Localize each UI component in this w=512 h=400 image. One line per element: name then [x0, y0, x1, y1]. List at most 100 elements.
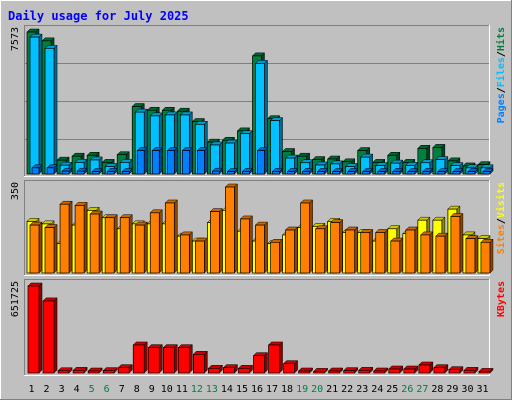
bar-sites-day-5: [89, 210, 103, 274]
bar-sites-day-24: [375, 228, 389, 274]
bar-sites-day-15: [239, 215, 254, 274]
bar-pages-day-2: [46, 164, 58, 175]
x-tick-label-day-4: 4: [74, 384, 80, 395]
bar-pages-day-13: [211, 167, 223, 175]
bar-sites-day-26: [405, 226, 419, 274]
bar-pages-day-17: [271, 167, 284, 175]
bar-kbytes-day-16: [252, 352, 269, 374]
bar-kbytes-day-6: [102, 366, 118, 374]
x-tick-label-day-12: 12: [191, 384, 203, 395]
legend-entry-pages: Pages: [496, 93, 507, 123]
x-tick-label-day-3: 3: [59, 384, 65, 395]
bar-pages-day-11: [181, 146, 193, 175]
bar-sites-day-27: [420, 231, 434, 274]
bar-kbytes-day-5: [87, 367, 103, 374]
bar-pages-day-30: [467, 167, 479, 175]
legend-entry-files: Files: [495, 57, 507, 87]
chart-title: Daily usage for July 2025: [8, 9, 189, 23]
axis-max-label-hits-files-pages: 7573: [10, 27, 21, 51]
bar-kbytes-day-8: [132, 341, 148, 374]
bar-pages-day-31: [482, 167, 494, 175]
x-tick-label-day-2: 2: [44, 384, 50, 395]
bar-pages-day-12: [196, 146, 208, 175]
bar-sites-day-2: [44, 223, 58, 274]
bar-kbytes-day-3: [57, 367, 73, 374]
axis-max-label-kbytes: 651725: [10, 281, 21, 317]
x-tick-label-day-5: 5: [89, 384, 95, 395]
bar-kbytes-day-20: [313, 367, 329, 374]
legend-visits-sites: Sites/Visits: [495, 182, 507, 254]
x-tick-label-day-27: 27: [416, 384, 428, 395]
bar-pages-day-29: [452, 167, 464, 175]
bar-sites-day-18: [284, 226, 299, 274]
legend-hits-files-pages: Pages/Files/Hits: [495, 27, 507, 123]
legend-entry-sites: Sites: [495, 224, 507, 254]
x-tick-label-day-21: 21: [326, 384, 338, 395]
bar-kbytes-day-17: [267, 341, 284, 374]
bar-sites-day-28: [435, 232, 449, 274]
x-tick-label-day-26: 26: [401, 384, 413, 395]
x-tick-label-day-8: 8: [134, 384, 140, 395]
bar-kbytes-day-9: [147, 344, 163, 374]
x-tick-label-day-13: 13: [206, 384, 218, 395]
axis-max-label-visits-sites: 350: [10, 182, 21, 200]
bar-kbytes-day-13: [207, 364, 223, 374]
bar-sites-day-6: [104, 214, 118, 274]
x-tick-label-day-20: 20: [311, 384, 323, 395]
x-tick-label-day-17: 17: [266, 384, 278, 395]
bar-kbytes-day-14: [222, 364, 239, 374]
bar-sites-day-12: [194, 237, 208, 274]
x-tick-label-day-16: 16: [251, 384, 263, 395]
bar-sites-day-17: [269, 238, 284, 274]
bar-pages-day-1: [31, 164, 43, 175]
bar-kbytes-day-24: [373, 367, 389, 374]
legend-entry-hits: Hits: [495, 27, 507, 51]
x-tick-label-day-6: 6: [104, 384, 110, 395]
bar-sites-day-25: [390, 237, 404, 274]
bar-kbytes-day-12: [192, 350, 208, 374]
bar-sites-day-9: [149, 209, 163, 274]
bar-kbytes-day-21: [328, 367, 344, 374]
bar-sites-day-7: [119, 214, 133, 274]
bar-sites-day-8: [134, 221, 148, 274]
legend-kbytes: KBytes: [496, 281, 507, 317]
x-tick-label-day-10: 10: [161, 384, 173, 395]
x-tick-label-day-1: 1: [29, 384, 35, 395]
x-tick-label-day-29: 29: [446, 384, 458, 395]
bar-kbytes-day-22: [343, 366, 359, 374]
bar-kbytes-day-29: [448, 366, 464, 374]
x-tick-label-day-24: 24: [371, 384, 383, 395]
bar-kbytes-day-11: [177, 344, 193, 374]
bar-pages-day-5: [91, 167, 103, 175]
bar-sites-day-14: [224, 183, 239, 274]
bar-kbytes-day-2: [42, 297, 58, 374]
bar-sites-day-30: [465, 234, 479, 274]
bar-pages-day-27: [422, 167, 434, 175]
bar-sites-day-13: [209, 207, 223, 274]
bar-pages-day-25: [392, 167, 404, 175]
bar-sites-day-21: [330, 219, 344, 274]
bar-files-day-17: [269, 116, 284, 175]
bar-pages-day-23: [362, 167, 374, 175]
bar-kbytes-day-26: [403, 365, 419, 374]
bar-sites-day-16: [254, 221, 269, 274]
bar-sites-day-1: [29, 221, 43, 274]
bar-pages-day-21: [332, 167, 344, 175]
bar-pages-day-16: [256, 146, 269, 175]
bar-files-day-15: [239, 130, 254, 175]
bar-sites-day-20: [315, 225, 329, 274]
bar-kbytes-day-19: [297, 367, 314, 374]
bar-kbytes-day-4: [72, 366, 88, 374]
bar-kbytes-day-25: [388, 365, 404, 374]
bar-kbytes-day-27: [418, 361, 434, 374]
x-tick-label-day-9: 9: [149, 384, 155, 395]
bar-kbytes-day-10: [162, 344, 178, 374]
bar-sites-day-3: [59, 200, 73, 274]
legend-entry-kbytes: KBytes: [496, 281, 507, 317]
bar-pages-day-22: [347, 167, 359, 175]
x-tick-label-day-28: 28: [431, 384, 443, 395]
bar-sites-day-10: [164, 199, 178, 274]
bar-kbytes-day-1: [27, 282, 43, 374]
bar-pages-day-18: [286, 167, 299, 175]
